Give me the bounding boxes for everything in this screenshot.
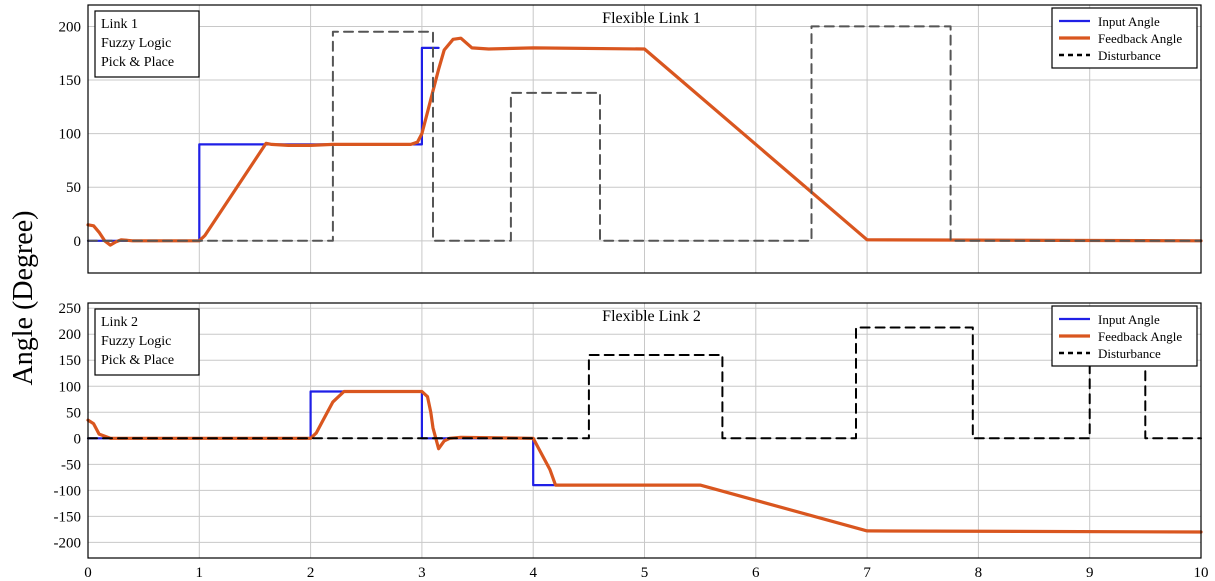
y-tick-label: 250 bbox=[59, 301, 82, 317]
y-tick-label: 200 bbox=[59, 327, 82, 343]
annotation-box bbox=[94, 10, 200, 78]
annotation-line: Pick & Place bbox=[101, 55, 174, 70]
legend-label: Input Angle bbox=[1098, 14, 1160, 29]
y-tick-label: -200 bbox=[54, 535, 82, 551]
series-line-feedback-angle bbox=[86, 36, 1203, 247]
series-line-disturbance bbox=[87, 25, 1202, 242]
legend-label: Feedback Angle bbox=[1098, 329, 1182, 344]
annotation-line: Link 1 bbox=[101, 17, 138, 32]
chart-flexible-link-1: 0 50 100 150 200 Flexible Link 1 Link 1 Fuzzy L… bbox=[59, 4, 1203, 274]
y-tick-label: 100 bbox=[59, 379, 82, 395]
series-line-input-angle bbox=[86, 390, 557, 487]
y-tick-label: 0 bbox=[74, 431, 82, 447]
x-tick-label: 4 bbox=[529, 565, 537, 581]
legend-label: Input Angle bbox=[1098, 312, 1160, 327]
x-tick-label: 7 bbox=[863, 565, 871, 581]
plot-frame bbox=[87, 4, 1202, 274]
y-tick-label: 50 bbox=[66, 180, 81, 196]
chart-title: Flexible Link 1 bbox=[602, 10, 701, 27]
y-tick-label: 150 bbox=[59, 353, 82, 369]
x-tick-label: 8 bbox=[975, 565, 983, 581]
x-tick-label: 3 bbox=[418, 565, 426, 581]
legend-label: Disturbance bbox=[1098, 48, 1161, 63]
y-tick-label: 200 bbox=[59, 19, 82, 35]
chart-title: Flexible Link 2 bbox=[602, 308, 701, 325]
annotation-box bbox=[94, 308, 200, 376]
annotation-line: Link 2 bbox=[101, 315, 138, 330]
x-tick-label: 10 bbox=[1194, 565, 1209, 581]
x-tick-label: 5 bbox=[641, 565, 649, 581]
x-tick-label: 0 bbox=[84, 565, 92, 581]
x-tick-label: 1 bbox=[196, 565, 204, 581]
x-tick-label: 2 bbox=[307, 565, 315, 581]
y-tick-label: 100 bbox=[59, 127, 82, 143]
legend-label: Feedback Angle bbox=[1098, 31, 1182, 46]
y-tick-label: 50 bbox=[66, 405, 81, 421]
y-tick-label: 0 bbox=[74, 234, 82, 250]
y-tick-label: -150 bbox=[54, 509, 82, 525]
y-axis-label: Angle (Degree) bbox=[8, 211, 39, 386]
annotation-line: Fuzzy Logic bbox=[101, 36, 171, 51]
legend-label: Disturbance bbox=[1098, 346, 1161, 361]
x-tick-label: 9 bbox=[1086, 565, 1094, 581]
annotation-line: Pick & Place bbox=[101, 353, 174, 368]
y-tick-label: -100 bbox=[54, 483, 82, 499]
y-tick-label: -50 bbox=[61, 457, 81, 473]
x-tick-label: 6 bbox=[752, 565, 760, 581]
plot-frame bbox=[87, 302, 1202, 559]
annotation-line: Fuzzy Logic bbox=[101, 334, 171, 349]
y-tick-label: 150 bbox=[59, 73, 82, 89]
